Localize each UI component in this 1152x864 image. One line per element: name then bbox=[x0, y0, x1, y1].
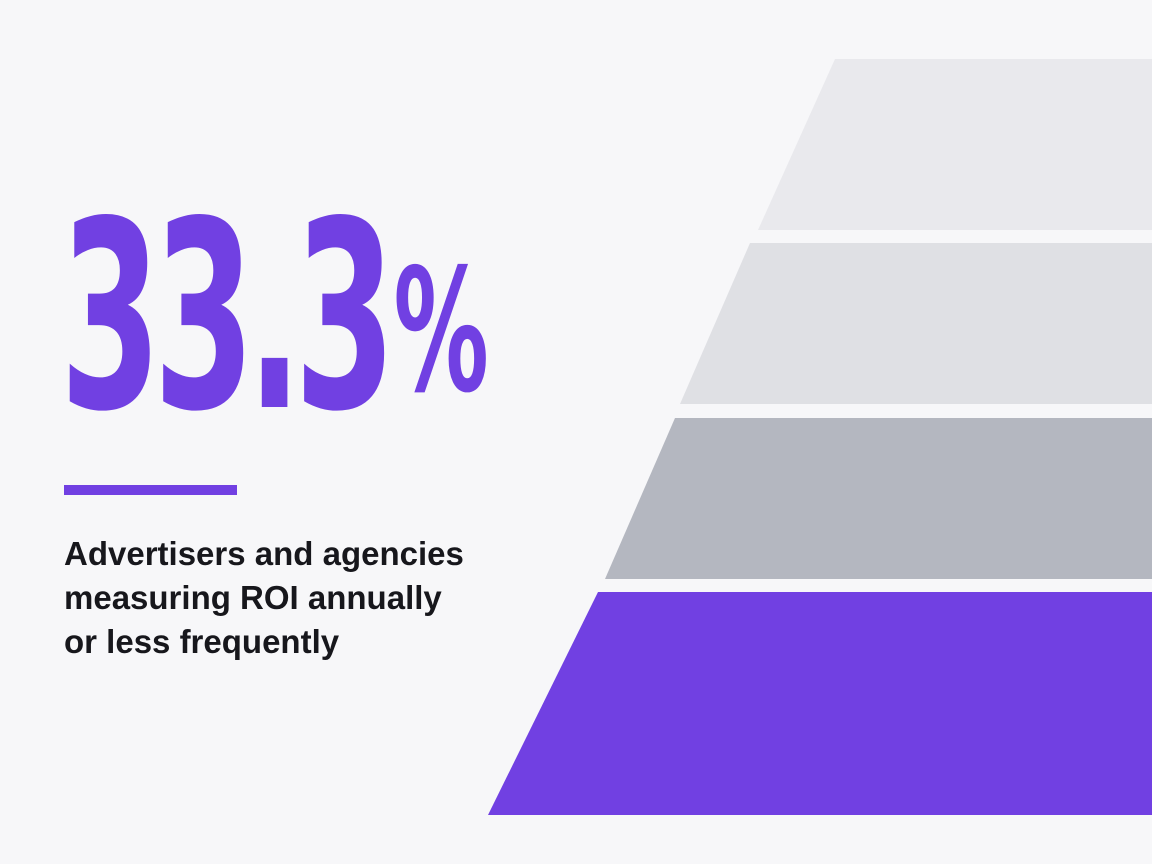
pyramid-tier-4 bbox=[488, 592, 1152, 815]
stat-caption: Advertisers and agencies measuring ROI a… bbox=[64, 532, 534, 664]
caption-line-1: Advertisers and agencies bbox=[64, 535, 464, 572]
stat-value: 33.3% bbox=[60, 168, 489, 468]
caption-line-2: measuring ROI annually bbox=[64, 579, 442, 616]
accent-rule bbox=[64, 485, 237, 495]
stat-percent-sign: % bbox=[393, 233, 489, 431]
pyramid-tier-2 bbox=[680, 243, 1152, 404]
pyramid-tier-1 bbox=[758, 59, 1152, 230]
caption-line-3: or less frequently bbox=[64, 623, 340, 660]
stat-number: 33.3 bbox=[60, 167, 396, 469]
pyramid-tier-3 bbox=[605, 418, 1152, 579]
